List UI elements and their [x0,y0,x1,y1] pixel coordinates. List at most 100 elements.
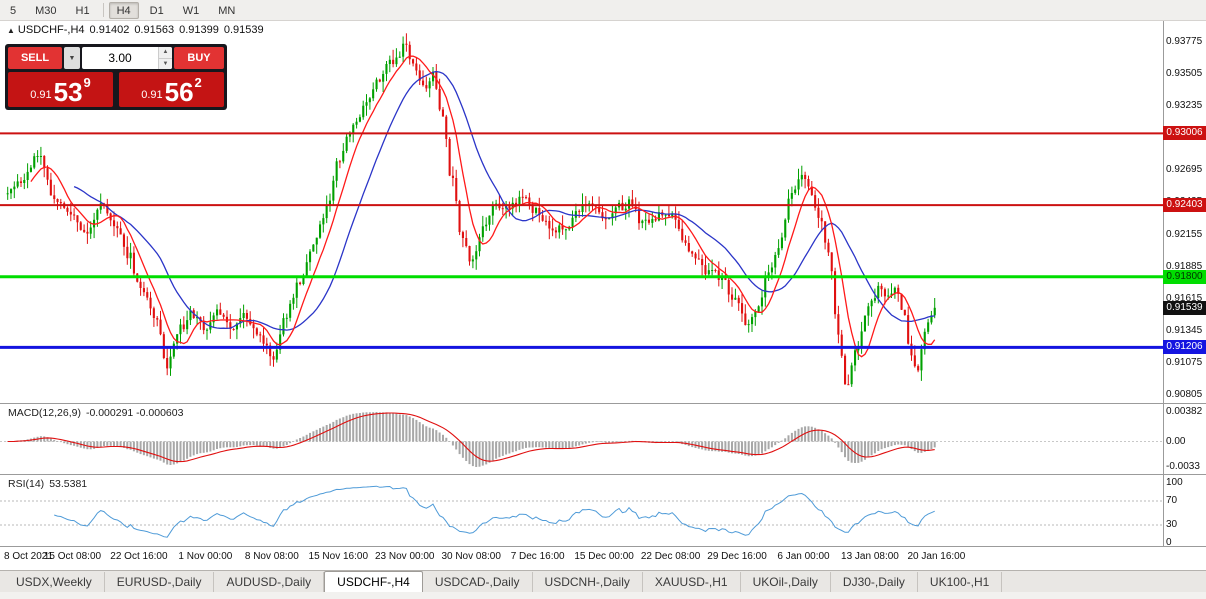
candle-body [844,355,847,385]
macd-histogram-bar [850,441,853,463]
macd-histogram-bar [249,441,252,446]
price-tick-0.91345: 0.91345 [1166,324,1203,336]
chart-tab-usdx-weekly[interactable]: USDX,Weekly [4,572,105,592]
candle-body [877,285,880,299]
chart-tab-xauusd-h1[interactable]: XAUUSD-,H1 [643,572,741,592]
macd-histogram-bar [415,419,418,442]
pane-separator[interactable] [0,474,1206,475]
volume-input[interactable]: 3.00 ▲ ▼ [82,47,172,69]
candle-body [863,315,866,332]
sell-price-display[interactable]: 0.91 53 9 [8,72,113,107]
macd-histogram-bar [162,441,165,463]
volume-dropdown-button[interactable]: ▼ [64,47,80,69]
macd-histogram-bar [372,412,375,442]
chart-tab-uk100-h1[interactable]: UK100-,H1 [918,572,1003,592]
macd-histogram-bar [478,441,481,467]
candle-body [707,270,710,275]
macd-indicator-pane [0,404,1163,474]
macd-histogram-bar [422,424,424,442]
macd-histogram-bar [235,441,238,447]
level-badge-0.92403: 0.92403 [1163,198,1206,213]
sell-button[interactable]: SELL [8,47,62,69]
macd-histogram-bar [714,441,717,452]
candle-body [382,74,385,82]
candle-body [352,124,355,133]
macd-histogram-bar [438,432,441,442]
time-label: 8 Oct 2021 [4,551,53,562]
macd-histogram-bar [152,441,155,459]
macd-histogram-bar [362,412,365,442]
spinner-up-icon[interactable]: ▲ [159,47,172,59]
time-label: 20 Jan 16:00 [907,551,966,562]
time-label: 7 Dec 16:00 [510,551,565,562]
macd-histogram-bar [229,441,232,448]
macd-histogram-bar [857,441,860,463]
bottom-strip [0,592,1206,599]
macd-histogram-bar [116,441,119,447]
candle-body [840,334,843,356]
candle-body [116,226,119,229]
macd-histogram-bar [780,440,783,442]
candle-body [259,334,262,336]
macd-histogram-bar [488,441,491,463]
timeframe-button-5[interactable]: 5 [10,4,17,17]
timeframe-button-D1[interactable]: D1 [149,4,164,17]
candle-body [176,334,179,344]
macd-histogram-bar [890,441,893,447]
candle-body [285,317,288,319]
macd-histogram-bar [448,441,451,442]
candle-body [598,206,601,213]
macd-histogram-bar [395,413,398,442]
candle-body [913,355,916,367]
macd-histogram-bar [847,441,850,461]
chart-tab-ukoil-daily[interactable]: UKOil-,Daily [741,572,831,592]
macd-histogram-bar [338,418,341,442]
buy-price-display[interactable]: 0.91 56 2 [119,72,224,107]
time-label: 30 Nov 08:00 [441,551,501,562]
timeframe-button-M30[interactable]: M30 [35,4,57,17]
buy-button[interactable]: BUY [174,47,224,69]
candle-body [156,318,159,320]
candle-body [89,227,92,234]
pane-separator[interactable] [0,403,1206,404]
candle-body [335,161,338,181]
timeframe-button-H4[interactable]: H4 [108,1,139,19]
candle-body [701,259,704,266]
macd-histogram-bar [69,441,72,446]
timeframe-button-MN[interactable]: MN [218,4,236,17]
chart-tab-eurusd-daily[interactable]: EURUSD-,Daily [105,572,215,592]
candle-body [86,231,89,234]
candle-body [933,307,936,316]
macd-histogram-bar [99,441,102,447]
timeframe-button-W1[interactable]: W1 [182,4,200,17]
chart-tab-usdcad-daily[interactable]: USDCAD-,Daily [423,572,533,592]
macd-histogram-bar [883,441,886,449]
timeframe-button-H1[interactable]: H1 [75,4,90,17]
candle-body [372,89,375,99]
macd-histogram-bar [531,441,534,448]
collapse-icon[interactable]: ▲ [7,26,15,35]
rsi-tick-100: 100 [1166,477,1183,488]
chart-tab-usdcnh-daily[interactable]: USDCNH-,Daily [533,572,643,592]
candle-body [471,259,474,262]
chart-tab-dj30-daily[interactable]: DJ30-,Daily [831,572,918,592]
candle-body [422,80,425,86]
candle-body [73,214,76,216]
candle-body [418,70,421,81]
candle-body [126,246,129,259]
candle-body [319,224,322,238]
candle-body [269,345,272,357]
macd-histogram-bar [451,441,454,446]
macd-histogram-bar [96,441,99,448]
macd-histogram-bar [870,441,873,456]
chart-tab-usdchf-h4[interactable]: USDCHF-,H4 [324,571,423,592]
macd-histogram-bar [810,426,813,442]
macd-histogram-bar [269,441,272,448]
candle-body [797,179,800,190]
chart-tab-audusd-daily[interactable]: AUDUSD-,Daily [214,572,325,592]
spinner-down-icon[interactable]: ▼ [159,58,172,69]
macd-histogram-bar [348,414,351,442]
macd-histogram-bar [388,412,391,442]
candle-body [305,262,308,276]
macd-histogram-bar [159,441,162,461]
